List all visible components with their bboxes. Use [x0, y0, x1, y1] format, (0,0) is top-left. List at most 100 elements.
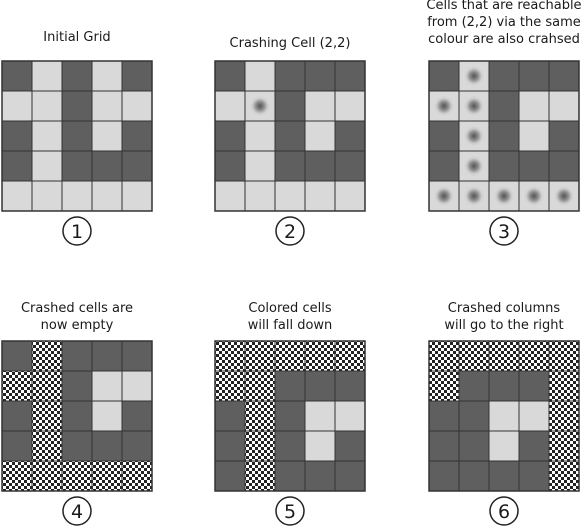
- crash-marker-icon: [463, 65, 485, 87]
- crash-marker-icon: [463, 95, 485, 117]
- grid-cell-empty: [428, 340, 460, 372]
- step-caption-line: Crashed columns: [448, 301, 561, 316]
- grid-cell-light: [274, 180, 306, 212]
- grid-cell-dark: [274, 150, 306, 182]
- grid-cell-light: [1, 90, 33, 122]
- grid-cell-empty: [488, 340, 520, 372]
- grid-cell-light: [244, 120, 276, 152]
- grid-cell-empty: [274, 340, 306, 372]
- grid-cell-light: [304, 400, 336, 432]
- grid-cell-light: [244, 60, 276, 92]
- grid-cell-dark: [61, 400, 93, 432]
- grid-cell-light: [518, 90, 550, 122]
- grid-cell-light: [488, 400, 520, 432]
- grid-cell-dark: [274, 430, 306, 462]
- grid-cell-dark: [334, 430, 366, 462]
- grid-cell-light: [244, 150, 276, 182]
- grid-cell-light: [91, 90, 123, 122]
- step-caption-line: colour are also crahsed: [428, 32, 580, 47]
- grid-cell-dark: [91, 430, 123, 462]
- step-number: 4: [71, 501, 83, 523]
- grid-cell-dark: [458, 370, 490, 402]
- grid-cell-light: [31, 150, 63, 182]
- step-caption-line: Crashed cells are: [21, 301, 133, 316]
- step-number-circle: [62, 496, 92, 526]
- grid-cell-empty: [518, 340, 550, 372]
- grid-cell-light: [61, 180, 93, 212]
- grid-cell-light: [304, 430, 336, 462]
- grid-cell-dark: [61, 60, 93, 92]
- grid-cell-dark: [488, 60, 520, 92]
- grid-cell-dark: [61, 370, 93, 402]
- grid-cell-dark: [214, 150, 246, 182]
- step-panel-6: Crashed columns will go to the right 6: [428, 301, 580, 526]
- step-number: 5: [284, 501, 296, 523]
- grid-cell-dark: [458, 460, 490, 492]
- grid-cell-dark: [334, 120, 366, 152]
- grid-cell-light: [91, 400, 123, 432]
- step-caption-line: Colored cells: [248, 301, 331, 316]
- grid-5x5: [214, 340, 366, 492]
- grid-cell-light: [548, 90, 580, 122]
- grid-cell-dark: [518, 60, 550, 92]
- grid-cell-light: [91, 120, 123, 152]
- grid-cell-dark: [428, 400, 460, 432]
- grid-cell-empty: [548, 400, 580, 432]
- grid-cell-dark: [61, 430, 93, 462]
- grid-cell-dark: [548, 150, 580, 182]
- grid-cell-empty: [334, 340, 366, 372]
- crash-marker-icon: [463, 155, 485, 177]
- grid-cell-light: [1, 180, 33, 212]
- grid-cell-dark: [428, 60, 460, 92]
- grid-cell-empty: [31, 460, 63, 492]
- grid-cell-dark: [518, 150, 550, 182]
- grid-5x5: [214, 60, 366, 212]
- grid-cell-dark: [61, 150, 93, 182]
- grid-cell-dark: [488, 90, 520, 122]
- grid-cell-dark: [61, 340, 93, 372]
- grid-cell-empty: [244, 430, 276, 462]
- step-caption-line: Initial Grid: [43, 30, 110, 45]
- grid-cell-dark: [518, 430, 550, 462]
- grid-cell-dark: [274, 90, 306, 122]
- grid-cell-dark: [304, 150, 336, 182]
- grid-cell-light: [304, 120, 336, 152]
- grid-cell-dark: [214, 120, 246, 152]
- step-number-circle: [275, 496, 305, 526]
- grid-cell-dark: [214, 460, 246, 492]
- grid-cell-dark: [61, 120, 93, 152]
- grid-cell-dark: [334, 150, 366, 182]
- grid-cell-empty: [548, 370, 580, 402]
- grid-cell-empty: [214, 370, 246, 402]
- step-number: 6: [498, 501, 510, 523]
- grid-cell-dark: [518, 370, 550, 402]
- grid-cell-dark: [488, 370, 520, 402]
- grid-cell-light: [334, 180, 366, 212]
- grid-5x5: [1, 340, 153, 492]
- crash-marker-icon: [493, 185, 515, 207]
- grid-cell-dark: [214, 60, 246, 92]
- crash-marker-icon: [463, 185, 485, 207]
- step-number: 3: [498, 221, 510, 243]
- grid-cell-dark: [488, 150, 520, 182]
- grid-cell-light: [91, 60, 123, 92]
- grid-cell-dark: [334, 60, 366, 92]
- grid-cell-empty: [548, 430, 580, 462]
- step-panel-4: Crashed cells are now empty 4: [1, 301, 153, 526]
- grid-border: [214, 340, 366, 492]
- grid-cell-dark: [121, 340, 153, 372]
- grid-border: [1, 340, 153, 492]
- grid-cell-empty: [31, 370, 63, 402]
- grid-cell-empty: [61, 460, 93, 492]
- grid-cell-dark: [274, 400, 306, 432]
- grid-cell-dark: [304, 370, 336, 402]
- grid-cell-dark: [214, 400, 246, 432]
- grid-cell-dark: [121, 400, 153, 432]
- grid-cell-light: [31, 60, 63, 92]
- grid-cell-dark: [214, 430, 246, 462]
- grid-cell-light: [91, 370, 123, 402]
- grid-cell-dark: [488, 120, 520, 152]
- grid-cell-dark: [121, 120, 153, 152]
- step-caption-line: Crashing Cell (2,2): [230, 36, 351, 51]
